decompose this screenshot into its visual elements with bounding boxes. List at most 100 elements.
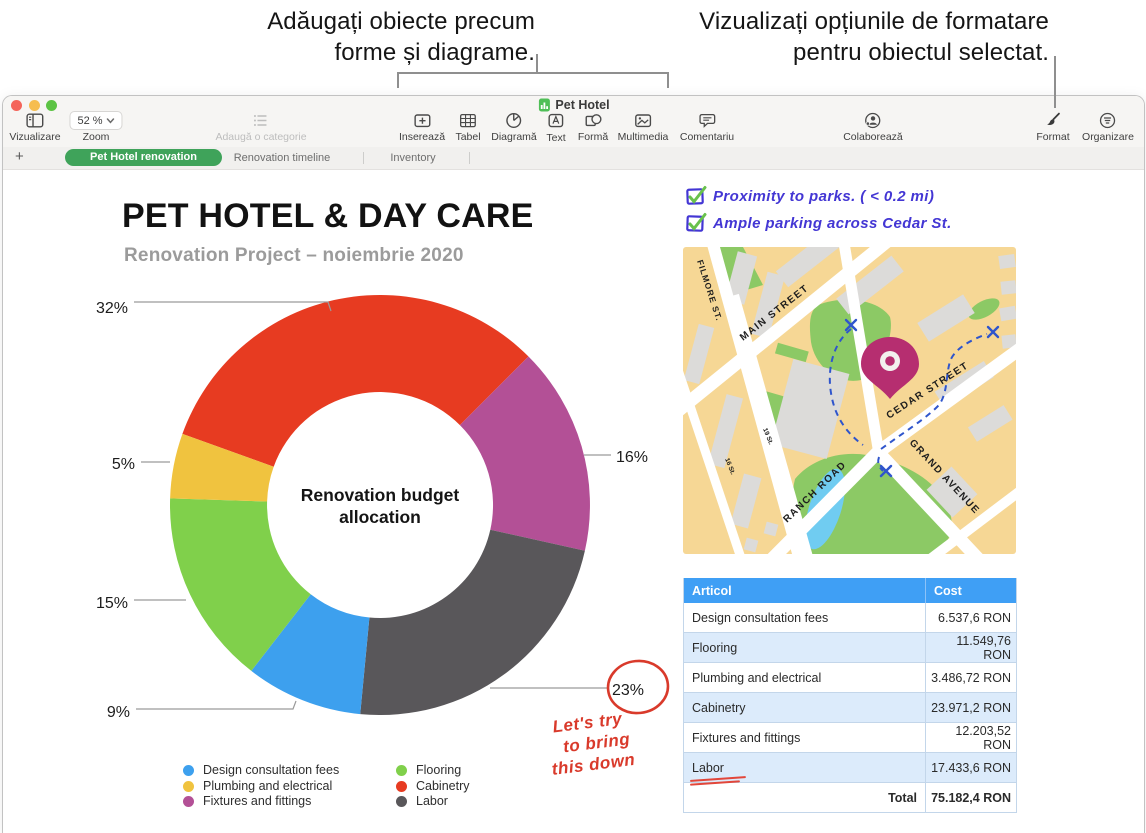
- media-image-icon: [635, 114, 652, 128]
- map-location-pin: [861, 337, 919, 399]
- sidebar-icon: [26, 113, 44, 128]
- cell-cost[interactable]: 12.203,52 RON: [925, 722, 1017, 753]
- legend-item: Labor: [396, 794, 448, 808]
- donut-segment-5[interactable]: [170, 433, 274, 502]
- tab-divider: [363, 152, 364, 164]
- toolbar-text-button[interactable]: Text: [546, 111, 566, 144]
- cost-table[interactable]: Articol Cost Design consultation fees 6.5…: [683, 578, 1017, 813]
- toolbar-comment-button[interactable]: Comentariu: [680, 111, 734, 143]
- table-row: Plumbing and electrical 3.486,72 RON: [683, 662, 1017, 693]
- total-label[interactable]: Total: [683, 782, 926, 813]
- pie-chart-icon: [506, 112, 522, 129]
- zoom-window-button[interactable]: [46, 100, 57, 111]
- shapes-icon: [585, 114, 602, 127]
- window-header: Pet Hotel Vizualizare 52 %: [3, 96, 1144, 148]
- toolbar-shape-button[interactable]: Formă: [578, 111, 608, 143]
- svg-text:Renovation budget: Renovation budget: [301, 485, 460, 505]
- callout-left: Adăugați obiecte precum forme și diagram…: [150, 6, 535, 68]
- document-subtitle: Renovation Project – noiembrie 2020: [124, 245, 464, 266]
- text-box-icon: [548, 113, 564, 128]
- hand-drawn-circle-annotation: [606, 659, 670, 715]
- legend-dot: [396, 795, 407, 807]
- toolbar-media-button[interactable]: Multimedia: [618, 111, 668, 143]
- percent-label: 9%: [107, 704, 130, 721]
- donut-segment-2[interactable]: [360, 529, 585, 716]
- map-route-x-marks: [844, 318, 1000, 478]
- cell-cost[interactable]: 11.549,76 RON: [925, 632, 1017, 663]
- toolbar-collaborate-button[interactable]: Colaborează: [843, 111, 903, 143]
- add-sheet-button[interactable]: +: [15, 148, 24, 165]
- donut-segment-0[interactable]: [182, 294, 529, 467]
- cell-cost[interactable]: 3.486,72 RON: [925, 662, 1017, 693]
- checklist-item: Ample parking across Cedar St.: [686, 213, 952, 232]
- toolbar-table-button[interactable]: Tabel: [455, 111, 481, 143]
- tab-renovation-timeline[interactable]: Renovation timeline: [233, 152, 331, 164]
- cell-item[interactable]: Plumbing and electrical: [683, 662, 926, 693]
- toolbar-zoom-control[interactable]: 52 % Zoom: [69, 111, 123, 143]
- legend-dot: [183, 795, 194, 807]
- column-header-articol[interactable]: Articol: [683, 578, 926, 603]
- checklist-item: Proximity to parks. ( < 0.2 mi): [686, 186, 934, 205]
- collaborate-people-icon: [865, 112, 881, 129]
- zoom-value-dropdown[interactable]: 52 %: [69, 111, 123, 130]
- donut-segments[interactable]: [169, 294, 590, 716]
- table-total-row: Total 75.182,4 RON: [683, 782, 1017, 813]
- table-row: Labor 17.433,6 RON: [683, 752, 1017, 786]
- format-brush-icon: [1047, 112, 1060, 125]
- toolbar-view-button[interactable]: Vizualizare: [9, 111, 61, 143]
- legend-dot: [396, 780, 407, 792]
- svg-text:allocation: allocation: [339, 507, 421, 527]
- chart-percent-labels: 32% 16% 23% 9% 15% 5%: [96, 300, 648, 721]
- document-title: PET HOTEL & DAY CARE: [122, 197, 534, 235]
- tab-pet-hotel-renovation[interactable]: Pet Hotel renovation: [65, 149, 222, 166]
- underlined-cell-text: Labor: [689, 761, 747, 786]
- table-row: Design consultation fees 6.537,6 RON: [683, 603, 1017, 633]
- cell-cost[interactable]: 23.971,2 RON: [925, 692, 1017, 723]
- donut-segment-3[interactable]: [251, 594, 370, 715]
- legend-item: Fixtures and fittings: [183, 794, 311, 808]
- map-streets: [683, 247, 1016, 554]
- toolbar-chart-button[interactable]: Diagramă: [491, 111, 537, 143]
- cell-cost[interactable]: 17.433,6 RON: [925, 752, 1017, 783]
- minimize-window-button[interactable]: [29, 100, 40, 111]
- toolbar-organize-button[interactable]: Organizare: [1082, 111, 1134, 143]
- comment-bubble-icon: [699, 113, 715, 128]
- neighborhood-map-image[interactable]: FILMORE ST. MAIN STREET CEDAR STREET RAN…: [683, 247, 1016, 554]
- legend-item: Cabinetry: [396, 779, 470, 793]
- table-icon: [460, 113, 476, 128]
- cell-cost[interactable]: 6.537,6 RON: [925, 603, 1017, 633]
- cell-item[interactable]: Design consultation fees: [683, 603, 926, 633]
- percent-label: 5%: [112, 456, 135, 473]
- table-header-row: Articol Cost: [683, 578, 1017, 603]
- legend-dot: [396, 764, 407, 776]
- cell-item[interactable]: Labor: [683, 752, 926, 786]
- organize-sort-icon: [1100, 112, 1116, 129]
- toolbar-add-category-button: Adaugă o categorie: [215, 111, 307, 143]
- legend-item: Flooring: [396, 763, 461, 777]
- donut-segment-1[interactable]: [459, 356, 590, 551]
- callout-right: Vizualizați opțiunile de formatare pentr…: [618, 6, 1049, 68]
- close-window-button[interactable]: [11, 100, 22, 111]
- column-header-cost[interactable]: Cost: [925, 578, 1017, 603]
- toolbar-insert-button[interactable]: Inserează: [399, 111, 445, 143]
- sheet-tab-bar: + Pet Hotel renovation Renovation timeli…: [3, 147, 1144, 170]
- percent-label: 16%: [616, 449, 648, 466]
- callout-right-line2: pentru obiectul selectat.: [793, 39, 1049, 66]
- cell-item[interactable]: Cabinetry: [683, 692, 926, 723]
- map-route-dashed: [828, 328, 988, 472]
- cell-item[interactable]: Fixtures and fittings: [683, 722, 926, 753]
- cell-item[interactable]: Flooring: [683, 632, 926, 663]
- percent-label: 15%: [96, 595, 128, 612]
- checked-checkbox-icon: [686, 186, 707, 205]
- insert-icon: [414, 114, 431, 128]
- tab-inventory[interactable]: Inventory: [390, 152, 436, 164]
- total-value[interactable]: 75.182,4 RON: [925, 782, 1017, 813]
- callout-left-line1: Adăugați obiecte precum: [267, 8, 535, 35]
- chevron-down-icon: [106, 117, 115, 124]
- numbers-doc-icon: [538, 98, 550, 112]
- tab-divider: [469, 152, 470, 164]
- donut-chart[interactable]: 32% 16% 23% 9% 15% 5% Renovation budget …: [60, 285, 680, 725]
- donut-segment-4[interactable]: [169, 498, 311, 671]
- toolbar-format-button[interactable]: Format: [1036, 111, 1070, 143]
- callout-right-line1: Vizualizați opțiunile de formatare: [699, 8, 1049, 35]
